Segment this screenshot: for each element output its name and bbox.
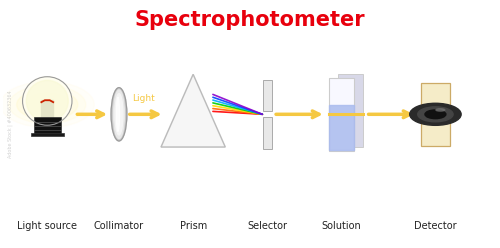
- Bar: [328, 78, 354, 151]
- Text: Light: Light: [132, 94, 155, 103]
- Bar: [263, 80, 272, 111]
- Ellipse shape: [116, 97, 119, 131]
- Text: Detector: Detector: [414, 221, 457, 231]
- Text: Adobe Stock | #400632364: Adobe Stock | #400632364: [8, 90, 13, 158]
- Text: Light source: Light source: [18, 221, 78, 231]
- Ellipse shape: [418, 107, 453, 122]
- Ellipse shape: [26, 80, 68, 122]
- Ellipse shape: [410, 103, 461, 125]
- Circle shape: [8, 86, 86, 124]
- Polygon shape: [161, 74, 226, 147]
- Ellipse shape: [436, 109, 445, 111]
- Ellipse shape: [114, 90, 124, 139]
- Bar: [41, 100, 54, 117]
- Circle shape: [24, 93, 70, 116]
- Bar: [31, 133, 64, 136]
- Text: Spectrophotometer: Spectrophotometer: [134, 10, 366, 30]
- Ellipse shape: [425, 110, 446, 119]
- Bar: [338, 74, 363, 147]
- Bar: [329, 105, 354, 150]
- Bar: [263, 117, 272, 149]
- Text: Solution: Solution: [322, 221, 362, 231]
- Ellipse shape: [115, 94, 123, 135]
- Text: Collimator: Collimator: [94, 221, 144, 231]
- Circle shape: [0, 82, 94, 128]
- Text: Selector: Selector: [248, 221, 288, 231]
- Circle shape: [16, 90, 78, 120]
- Text: Prism: Prism: [180, 221, 207, 231]
- Ellipse shape: [111, 88, 127, 141]
- Ellipse shape: [22, 77, 72, 125]
- Bar: [34, 117, 61, 135]
- Bar: [421, 83, 450, 146]
